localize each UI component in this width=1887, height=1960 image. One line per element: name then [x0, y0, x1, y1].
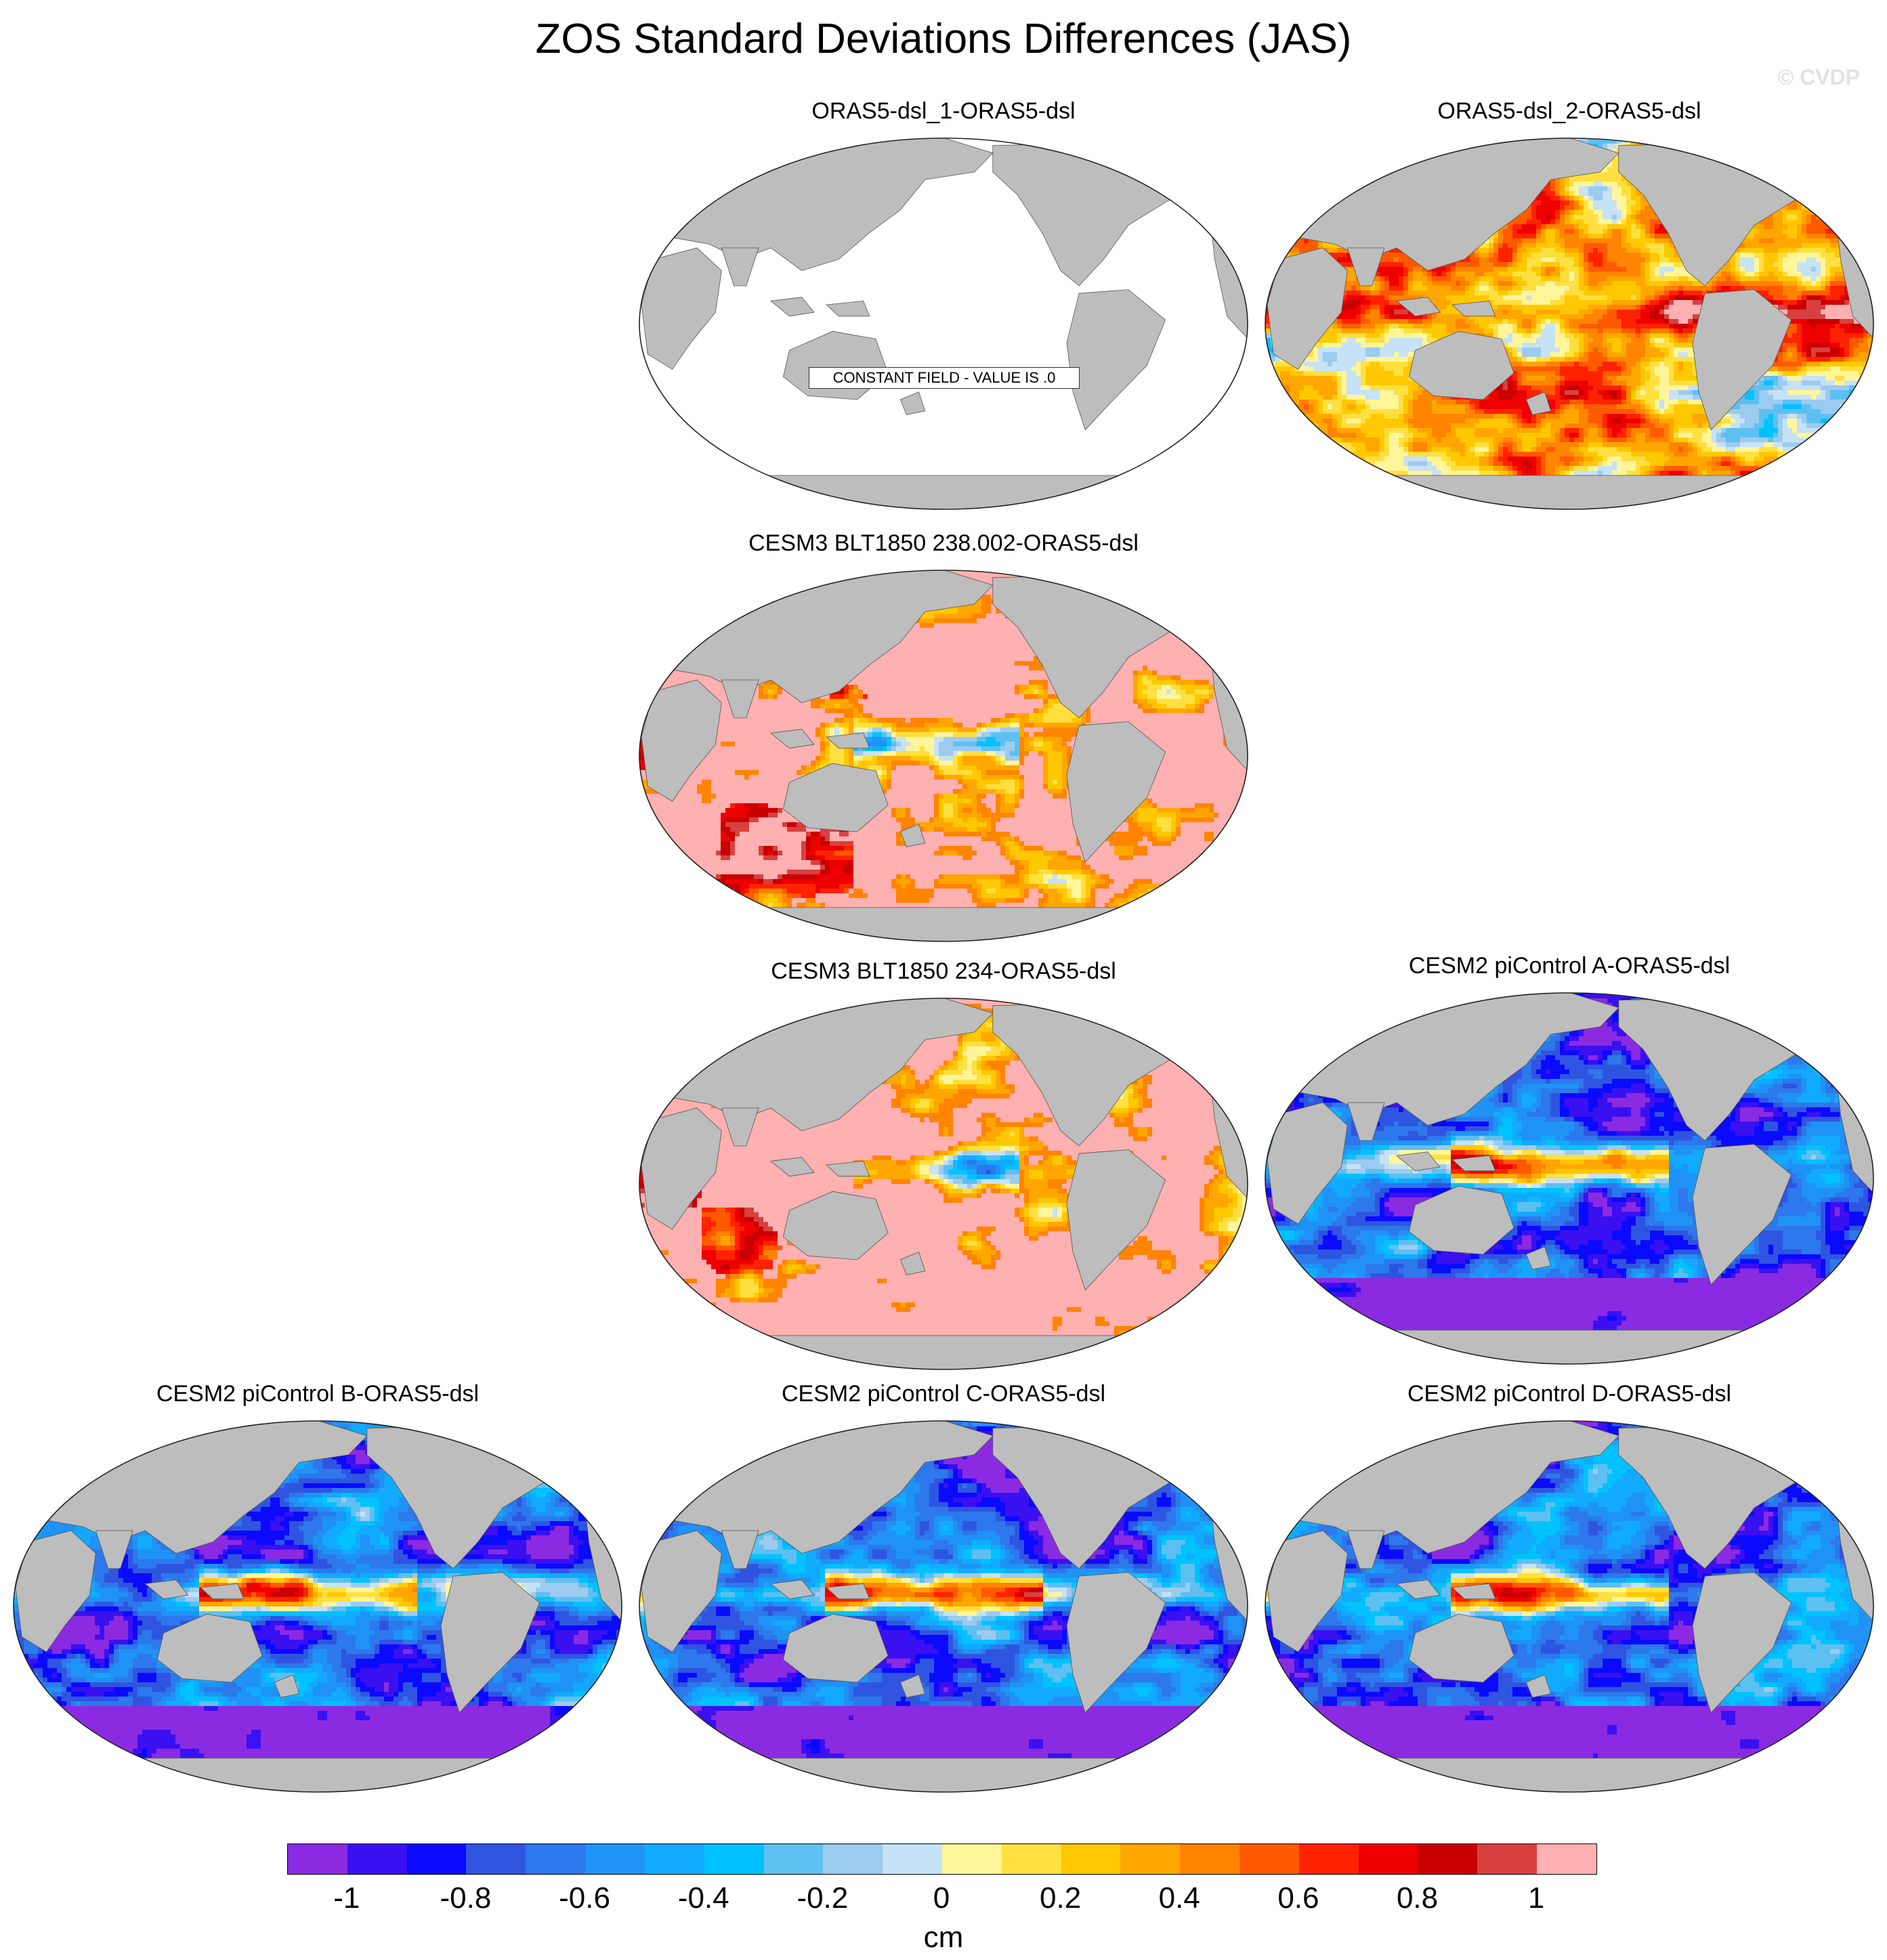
colorbar-swatch	[1239, 1844, 1299, 1874]
landmass	[1153, 1421, 1202, 1447]
colorbar-swatch	[823, 1844, 883, 1874]
colorbar-tick-label: 0.8	[1377, 1881, 1458, 1915]
antarctica-landmass	[635, 1758, 1252, 1796]
colorbar-tick-label: 0.6	[1258, 1881, 1339, 1915]
panel-title: CESM3 BLT1850 234-ORAS5-dsl	[635, 958, 1252, 985]
landmass	[1779, 1421, 1828, 1447]
colorbar-tick-label: -1	[306, 1881, 387, 1915]
antarctica-landmass	[635, 475, 1252, 513]
map-plot	[635, 566, 1252, 945]
colorbar-swatch	[1359, 1844, 1418, 1874]
colorbar-swatch	[585, 1844, 645, 1874]
map-plot	[635, 994, 1252, 1373]
cvdp-watermark: © CVDP	[1778, 65, 1860, 90]
antarctica-landmass	[635, 908, 1252, 945]
map-plot	[1261, 989, 1878, 1368]
map-plot	[635, 1417, 1252, 1796]
landmass	[1779, 993, 1828, 1019]
constant-field-label: CONSTANT FIELD - VALUE IS .0	[809, 367, 1080, 389]
panel-title: CESM3 BLT1850 238.002-ORAS5-dsl	[635, 530, 1252, 557]
map-panel-cesm2-picontrol-b: CESM2 piControl B-ORAS5-dsl	[9, 1380, 626, 1800]
colorbar-tick-label: -0.2	[782, 1881, 863, 1915]
map-panel-oras5-dsl-1: ORAS5-dsl_1-ORAS5-dsl CONSTANT FIELD - V…	[635, 98, 1252, 517]
colorbar-swatch	[883, 1844, 942, 1874]
colorbar-tick-label: -0.6	[544, 1881, 625, 1915]
colorbar-swatch	[1418, 1844, 1477, 1874]
colorbar-swatch	[764, 1844, 824, 1874]
colorbar-tick-label: -0.4	[663, 1881, 744, 1915]
colorbar	[287, 1844, 1597, 1875]
panel-title: CESM2 piControl A-ORAS5-dsl	[1261, 952, 1878, 979]
map-plot	[1261, 1417, 1878, 1796]
colorbar-swatch	[526, 1844, 585, 1874]
colorbar-swatch	[288, 1844, 347, 1874]
colorbar-units-label: cm	[0, 1921, 1887, 1955]
panel-title: CESM2 piControl D-ORAS5-dsl	[1261, 1380, 1878, 1407]
colorbar-swatch	[645, 1844, 704, 1874]
map-panel-cesm2-picontrol-a: CESM2 piControl A-ORAS5-dsl	[1261, 952, 1878, 1372]
map-panel-cesm2-picontrol-c: CESM2 piControl C-ORAS5-dsl	[635, 1380, 1252, 1800]
colorbar-tick-label: 0	[901, 1881, 982, 1915]
antarctica-landmass	[635, 1336, 1252, 1373]
landmass	[1153, 998, 1202, 1025]
map-panel-oras5-dsl-2: ORAS5-dsl_2-ORAS5-dsl	[1261, 98, 1878, 517]
colorbar-tick-label: -0.8	[425, 1881, 506, 1915]
panel-title: ORAS5-dsl_1-ORAS5-dsl	[635, 98, 1252, 125]
landmass	[527, 1421, 576, 1447]
colorbar-swatch	[466, 1844, 526, 1874]
colorbar-swatch	[407, 1844, 467, 1874]
map-panel-cesm2-picontrol-d: CESM2 piControl D-ORAS5-dsl	[1261, 1380, 1878, 1800]
map-panel-cesm3-blt1850-234: CESM3 BLT1850 234-ORAS5-dsl	[635, 958, 1252, 1378]
colorbar-swatch	[1002, 1844, 1061, 1874]
antarctica-landmass	[1261, 1330, 1878, 1368]
colorbar-swatch	[1477, 1844, 1537, 1874]
landmass	[1779, 138, 1828, 165]
map-plot	[1261, 134, 1878, 513]
landmass	[1153, 138, 1202, 165]
colorbar-swatch	[1299, 1844, 1359, 1874]
colorbar-swatch	[942, 1844, 1002, 1874]
colorbar-swatch	[1180, 1844, 1239, 1874]
panel-title: CESM2 piControl B-ORAS5-dsl	[9, 1380, 626, 1407]
colorbar-tick-label: 1	[1496, 1881, 1577, 1915]
colorbar-swatch	[1537, 1844, 1596, 1874]
colorbar-tick-label: 0.2	[1020, 1881, 1101, 1915]
colorbar-swatch	[1120, 1844, 1180, 1874]
map-plot	[635, 134, 1252, 513]
antarctica-landmass	[1261, 475, 1878, 513]
antarctica-landmass	[9, 1758, 626, 1796]
figure-title: ZOS Standard Deviations Differences (JAS…	[0, 15, 1887, 64]
panel-title: ORAS5-dsl_2-ORAS5-dsl	[1261, 98, 1878, 125]
antarctica-landmass	[1261, 1758, 1878, 1796]
colorbar-tick-label: 0.4	[1139, 1881, 1220, 1915]
map-panel-cesm3-blt1850-238-002: CESM3 BLT1850 238.002-ORAS5-dsl	[635, 530, 1252, 950]
colorbar-swatch	[704, 1844, 764, 1874]
colorbar-swatch	[1061, 1844, 1121, 1874]
landmass	[1153, 570, 1202, 597]
map-plot	[9, 1417, 626, 1796]
colorbar-swatch	[347, 1844, 407, 1874]
panel-title: CESM2 piControl C-ORAS5-dsl	[635, 1380, 1252, 1407]
